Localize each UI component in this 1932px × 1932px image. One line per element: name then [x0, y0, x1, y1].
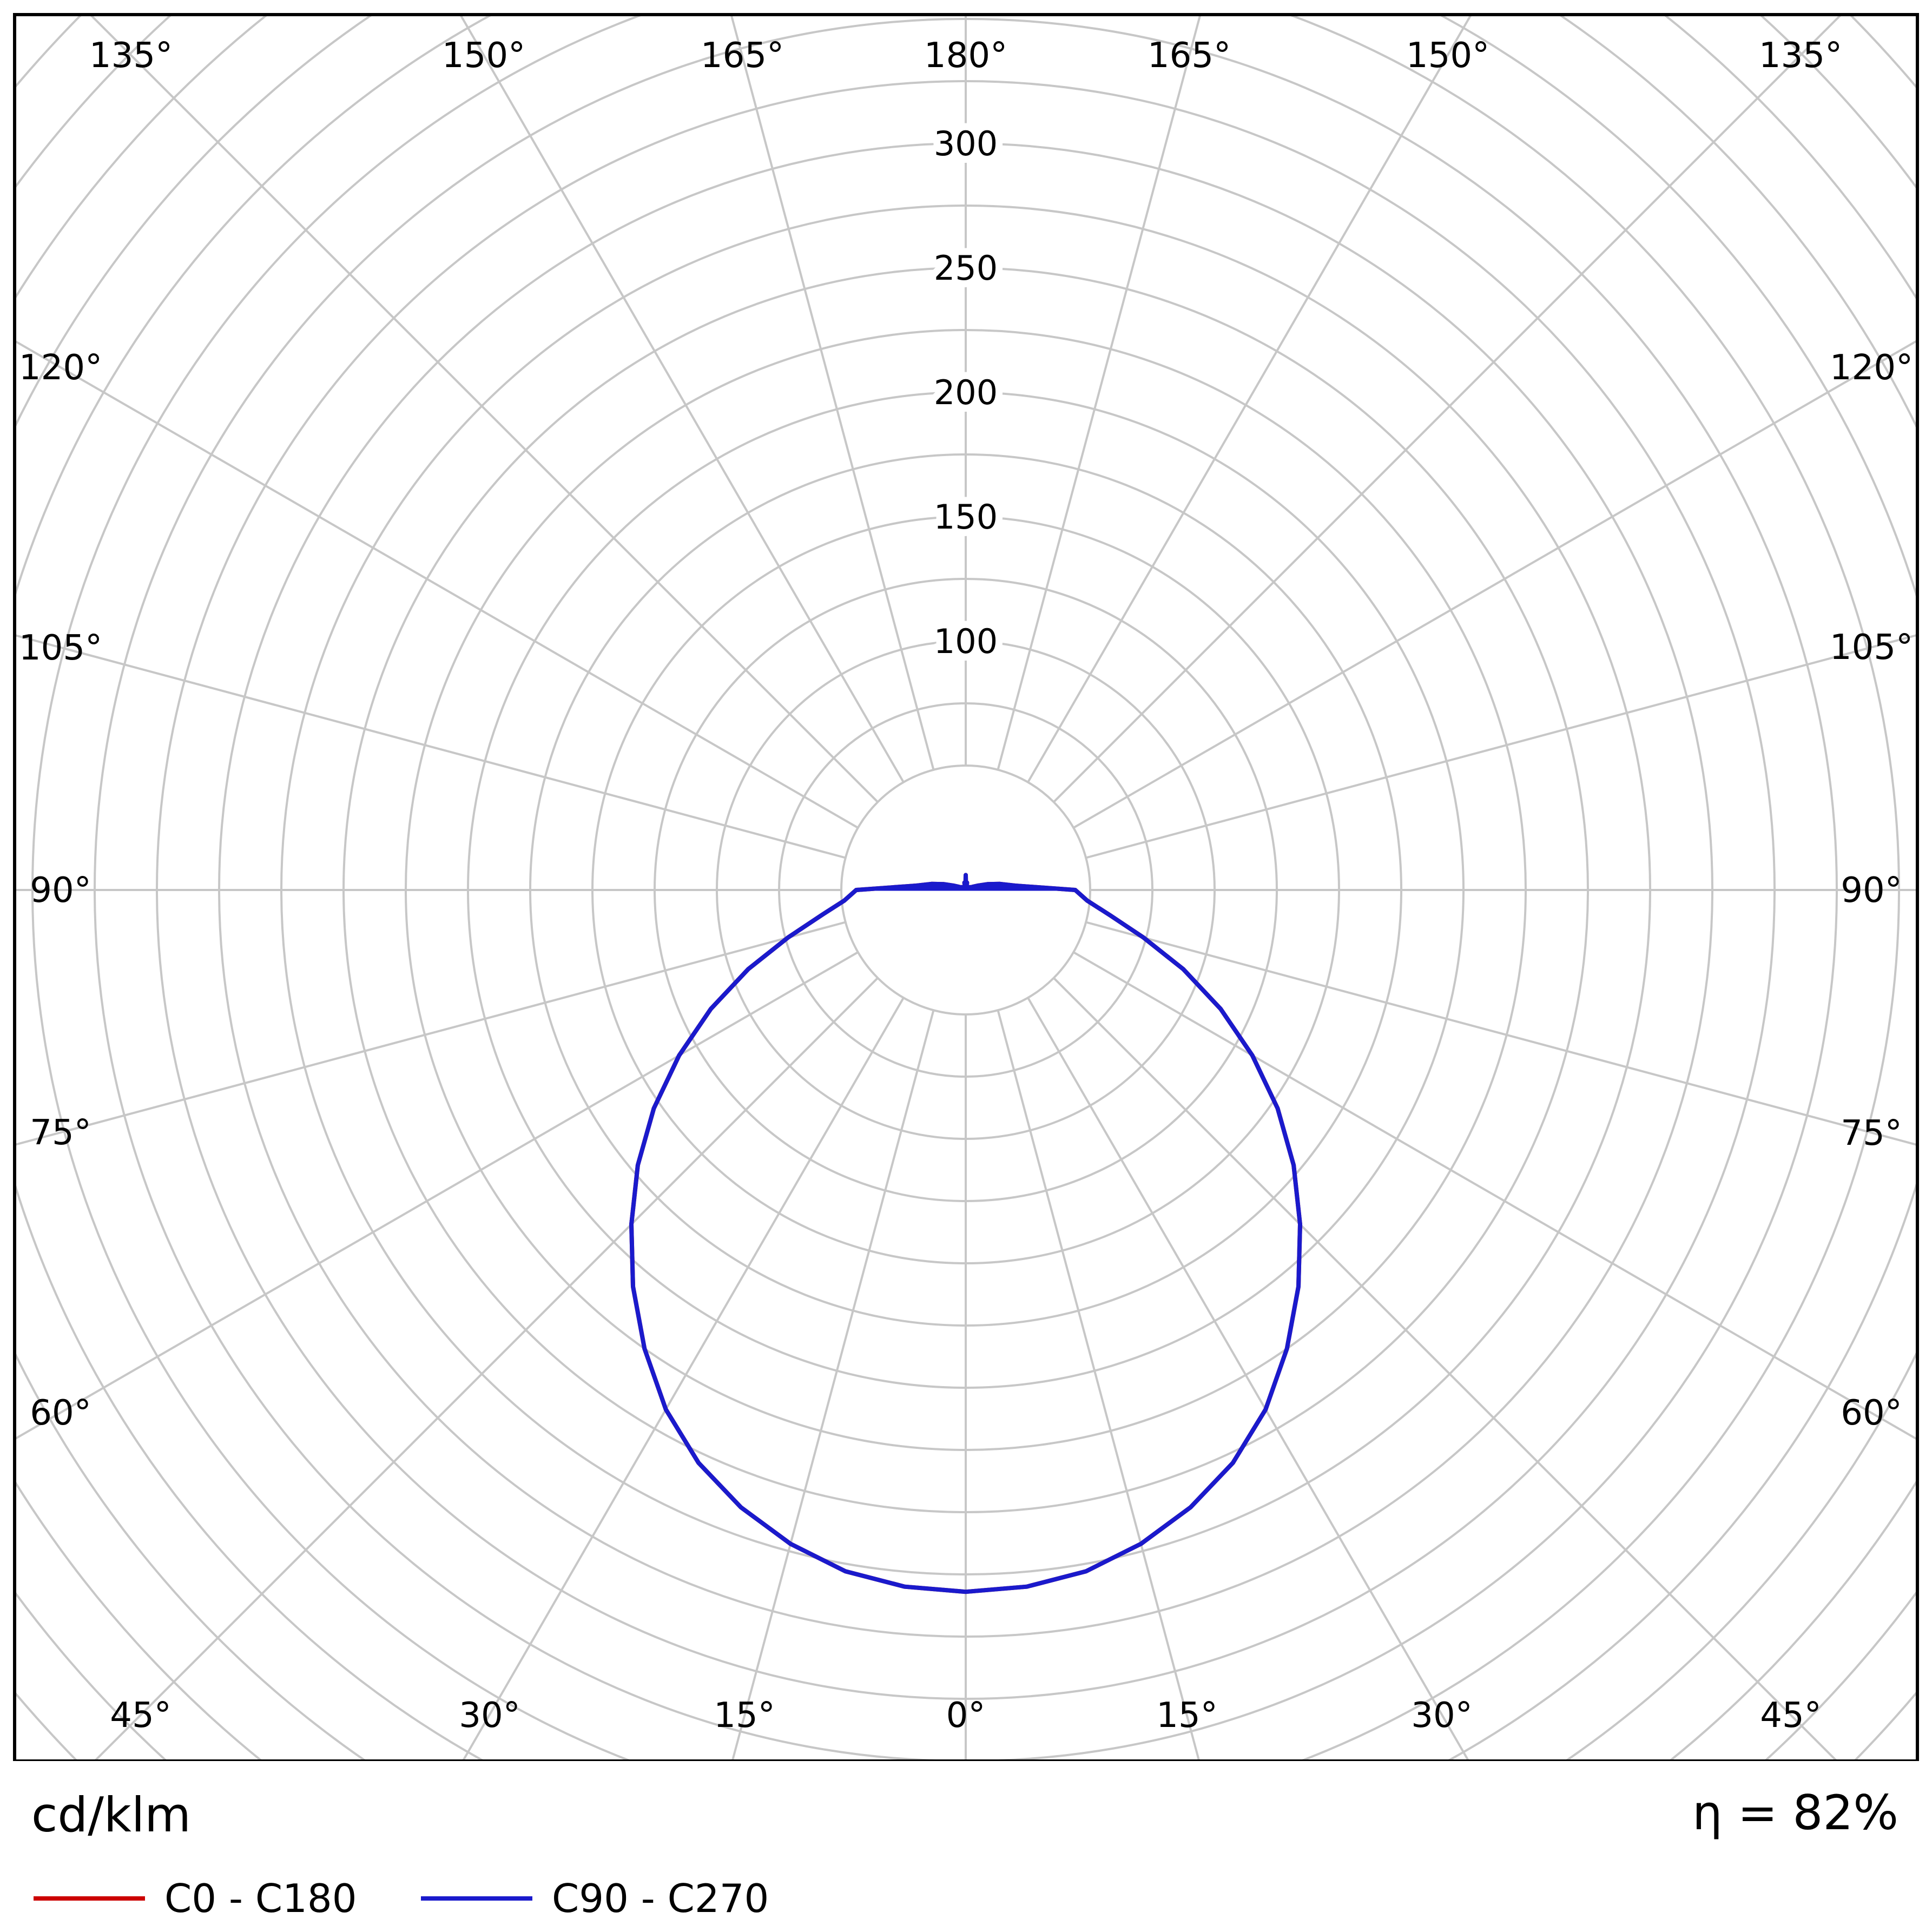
svg-text:30°: 30° [1411, 1696, 1472, 1736]
svg-text:105°: 105° [1830, 628, 1913, 668]
svg-text:75°: 75° [1841, 1113, 1902, 1153]
chart-frame-border [13, 13, 1919, 1761]
svg-text:45°: 45° [110, 1696, 171, 1736]
angle-labels: 0° 15° 15° 30° 30° 45° 45° 60° 60° 75° 75° 90° 90° 10… [19, 36, 1913, 1736]
legend-label-c90-c270: C90 - C270 [552, 1876, 769, 1921]
radial-unit-label: cd/klm [31, 1787, 192, 1843]
svg-text:300: 300 [934, 124, 998, 163]
svg-text:45°: 45° [1760, 1696, 1821, 1736]
svg-text:30°: 30° [459, 1696, 520, 1736]
legend-line-c90-c270 [421, 1896, 532, 1901]
svg-text:200: 200 [934, 373, 998, 412]
curves [629, 873, 1302, 1594]
polar-chart: 0° 15° 15° 30° 30° 45° 45° 60° 60° 75° 75° 90° 90° 10… [13, 13, 1919, 1761]
svg-text:0°: 0° [946, 1696, 986, 1736]
svg-text:150: 150 [934, 497, 998, 537]
svg-text:75°: 75° [30, 1113, 91, 1153]
svg-text:60°: 60° [30, 1393, 91, 1433]
legend-item-c0-c180: C0 - C180 [34, 1876, 357, 1921]
upward-lobe-c90-c270 [856, 875, 1076, 891]
legend-label-c0-c180: C0 - C180 [164, 1876, 357, 1921]
svg-text:100: 100 [934, 622, 998, 661]
svg-text:135°: 135° [1759, 36, 1842, 76]
svg-text:165°: 165° [701, 36, 784, 76]
svg-text:180°: 180° [924, 36, 1007, 76]
svg-text:165°: 165° [1148, 36, 1231, 76]
polar-grid [15, 15, 1917, 1761]
svg-text:15°: 15° [714, 1696, 775, 1736]
svg-text:120°: 120° [19, 348, 102, 388]
efficiency-value: η = 82% [1692, 1785, 1898, 1841]
legend-line-c0-c180 [34, 1896, 145, 1901]
svg-text:120°: 120° [1830, 348, 1913, 388]
svg-text:250: 250 [934, 248, 998, 288]
svg-text:90°: 90° [30, 871, 91, 911]
svg-text:135°: 135° [89, 36, 173, 76]
radial-tick-labels: 100 150 200 250 300 [927, 117, 1005, 668]
svg-text:150°: 150° [1406, 36, 1489, 76]
svg-text:105°: 105° [19, 628, 102, 668]
legend-item-c90-c270: C90 - C270 [421, 1876, 769, 1921]
svg-text:60°: 60° [1841, 1393, 1902, 1433]
svg-text:150°: 150° [442, 36, 525, 76]
svg-text:90°: 90° [1841, 871, 1902, 911]
svg-text:15°: 15° [1156, 1696, 1217, 1736]
chart-footer: cd/klm η = 82% C0 - C180 C90 - C270 [0, 1761, 1932, 1932]
